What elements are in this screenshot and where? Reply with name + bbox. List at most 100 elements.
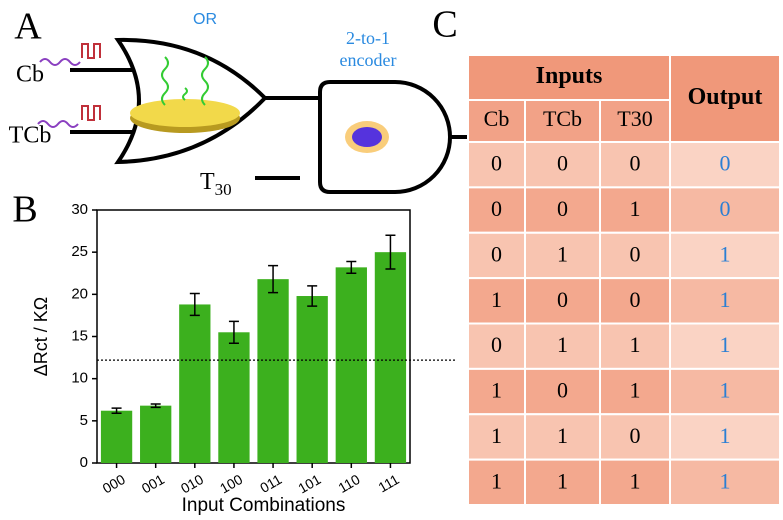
bar (296, 296, 328, 463)
table-cell (669, 231, 781, 280)
table-cell (467, 458, 526, 506)
error-bar (228, 320, 239, 344)
table-cell (669, 186, 781, 234)
y-tick-label: 25 (71, 243, 88, 260)
diagram (37, 37, 468, 194)
input-cell: 1 (630, 468, 641, 493)
input-sub: 30 (215, 180, 232, 199)
table-cell (669, 54, 781, 143)
table-cell (467, 141, 526, 189)
table-cell (599, 231, 671, 280)
table-cell (669, 141, 781, 189)
input-cell: 0 (557, 287, 568, 312)
column-header: T30 (617, 106, 652, 131)
table-cell (599, 367, 671, 416)
error-bar (346, 260, 357, 274)
input-cell: 0 (630, 423, 641, 448)
bar (374, 252, 407, 463)
table-cell (669, 367, 781, 416)
bar (179, 304, 211, 463)
input-cell: 0 (491, 196, 502, 221)
blob (352, 127, 382, 147)
bar (257, 279, 289, 463)
x-tick-label: 010 (178, 471, 206, 497)
electrode (130, 99, 240, 127)
output-cell: 0 (720, 151, 731, 176)
input-cell: 0 (557, 378, 568, 403)
input-cell: 0 (630, 241, 641, 266)
input-cell: 0 (491, 151, 502, 176)
y-tick-label: 0 (80, 454, 88, 471)
error-bar (268, 264, 279, 294)
error-bar (307, 285, 318, 307)
table-cell (524, 141, 601, 189)
output-cell: 1 (720, 423, 731, 448)
bar (140, 405, 172, 463)
input-cell: 0 (491, 332, 502, 357)
table-cell (467, 186, 526, 234)
gate-label: 2-to-1 (346, 28, 390, 48)
y-tick-label: 5 (80, 412, 88, 429)
input-cell: 0 (491, 241, 502, 266)
input-cell: 1 (557, 468, 568, 493)
input-cell: 1 (491, 423, 502, 448)
x-tick-label: 000 (100, 471, 128, 497)
y-tick-label: 20 (71, 285, 88, 302)
y-axis-label: ΔRct / KΩ (31, 297, 51, 377)
output-cell: 1 (720, 378, 731, 403)
y-tick-label: 10 (71, 370, 88, 387)
error-bar (189, 292, 200, 317)
x-tick-label: 100 (217, 471, 245, 497)
hairpin (81, 43, 101, 121)
dna-probe (161, 56, 209, 106)
input-cell: 1 (557, 332, 568, 357)
x-tick-label: 011 (257, 471, 285, 496)
panel-label: C (432, 4, 457, 46)
input-cell: 0 (557, 196, 568, 221)
table-cell (524, 322, 601, 370)
x-tick-label: 111 (375, 471, 402, 496)
table-header: Output (688, 84, 763, 110)
input-cell: 0 (630, 287, 641, 312)
input-cell: 1 (630, 196, 641, 221)
dna-strand (37, 58, 81, 128)
x-axis-label: Input Combinations (182, 495, 346, 516)
input-cell: 1 (491, 468, 502, 493)
table-cell (599, 458, 671, 506)
x-tick-label: 110 (335, 471, 363, 496)
output-cell: 1 (720, 287, 731, 312)
column-header: Cb (484, 106, 510, 131)
bar (100, 410, 133, 463)
input-cell: 1 (491, 378, 502, 403)
gate-label: encoder (340, 50, 397, 70)
input-cell: 1 (557, 241, 568, 266)
y-tick-label: 15 (71, 327, 88, 344)
table-cell (669, 322, 781, 370)
gate-label: OR (193, 11, 217, 28)
table-cell (524, 367, 601, 416)
input-cell: 1 (630, 332, 641, 357)
x-tick-label: 101 (295, 471, 323, 497)
table-cell (669, 458, 781, 506)
table-cell (669, 413, 781, 461)
input-cell: 1 (491, 287, 502, 312)
input-label: T30 (200, 169, 232, 199)
panel-label: A (14, 6, 42, 48)
input-label: Cb (16, 62, 44, 88)
input-cell: 0 (557, 151, 568, 176)
output-cell: 1 (720, 332, 731, 357)
bar (335, 267, 367, 463)
error-bar (385, 234, 396, 270)
bar (218, 332, 250, 463)
x-tick-label: 001 (139, 471, 167, 497)
truth-table: Inputs Output Cb TCb T30 0 0 0 0 0 0 1 0 0 1 0 1 1 0 0 1 0 1 1 1… (467, 54, 781, 506)
output-cell: 1 (720, 241, 731, 266)
wires (70, 68, 468, 180)
table-cell (599, 413, 671, 461)
y-tick-label: 30 (71, 201, 88, 218)
error-bar (111, 407, 122, 414)
error-bar (150, 403, 161, 409)
input-cell: 1 (557, 423, 568, 448)
output-cell: 1 (720, 468, 731, 493)
